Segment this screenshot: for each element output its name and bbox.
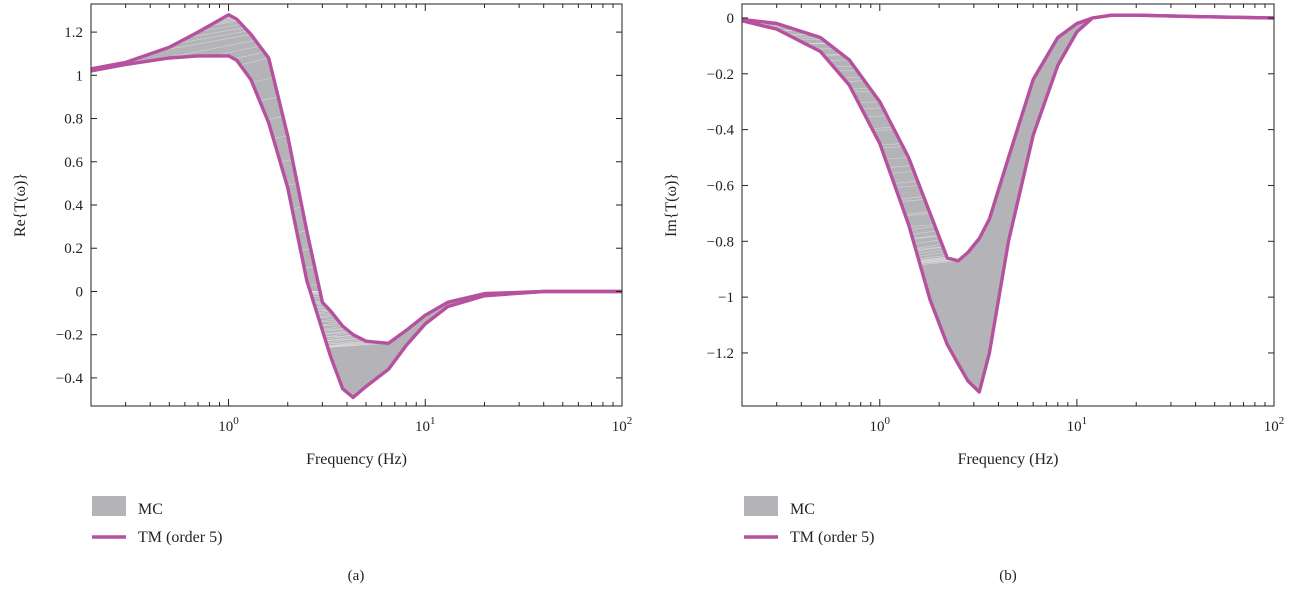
legend-mc-label: MC bbox=[790, 501, 815, 518]
tm-lower-line bbox=[742, 13, 1274, 394]
x-tick-label: 101 bbox=[415, 415, 436, 435]
legend-mc-swatch bbox=[92, 496, 126, 516]
mc-sample-lines bbox=[742, 14, 1255, 285]
x-tick-label: 102 bbox=[1264, 415, 1285, 435]
panel-b: 0 −0.2 −0.4 −0.6 −0.8 −1 −1.2 100 101 102 Frequenc… bbox=[663, 3, 1285, 584]
y-tick-label: −0.6 bbox=[707, 178, 735, 194]
legend: MC TM (order 5) bbox=[744, 496, 874, 546]
y-tick-label: 1.2 bbox=[64, 25, 83, 41]
x-tick-label: 102 bbox=[612, 415, 633, 435]
tm-upper-line bbox=[91, 13, 622, 345]
y-tick-label: −0.8 bbox=[707, 234, 734, 250]
y-tick-label: 0.2 bbox=[64, 241, 83, 257]
y-tick-label: 0 bbox=[76, 284, 84, 300]
panel-label: (b) bbox=[999, 568, 1017, 584]
x-tick-label: 101 bbox=[1067, 415, 1088, 435]
y-tick-label: −0.2 bbox=[56, 328, 83, 344]
x-tick-label: 100 bbox=[218, 415, 239, 435]
legend: MC TM (order 5) bbox=[92, 496, 222, 546]
y-tick-label: −1.2 bbox=[707, 346, 734, 362]
legend-mc-swatch bbox=[744, 496, 778, 516]
axes-frame bbox=[741, 3, 1275, 407]
plot-area bbox=[91, 13, 622, 400]
y-tick-label: 0.8 bbox=[64, 112, 83, 128]
y-axis-title: Im{T(ω)} bbox=[663, 173, 680, 237]
legend-mc-label: MC bbox=[138, 501, 163, 518]
y-tick-label: 0.6 bbox=[64, 155, 83, 171]
tm-lower-line bbox=[91, 54, 622, 400]
x-axis-title: Frequency (Hz) bbox=[306, 451, 407, 468]
x-tick-label: 100 bbox=[870, 415, 891, 435]
x-axis-title: Frequency (Hz) bbox=[958, 451, 1059, 468]
plot-area bbox=[742, 13, 1274, 394]
legend-tm-label: TM (order 5) bbox=[790, 529, 874, 546]
y-tick-label: −0.4 bbox=[707, 123, 735, 139]
panel-a: 1.2 1 0.8 0.6 0.4 0.2 0 −0.2 −0.4 100 101 102 Freque… bbox=[12, 3, 633, 584]
legend-tm-label: TM (order 5) bbox=[138, 529, 222, 546]
y-axis-title: Re{T(ω)} bbox=[12, 173, 29, 237]
y-tick-label: −0.4 bbox=[56, 371, 84, 387]
mc-band bbox=[742, 15, 1274, 392]
y-tick-label: −1 bbox=[718, 290, 734, 306]
y-tick-label: 0 bbox=[727, 11, 735, 27]
y-tick-label: −0.2 bbox=[707, 67, 734, 83]
y-tick-label: 1 bbox=[76, 68, 84, 84]
panel-label: (a) bbox=[348, 568, 365, 584]
y-tick-label: 0.4 bbox=[64, 198, 83, 214]
